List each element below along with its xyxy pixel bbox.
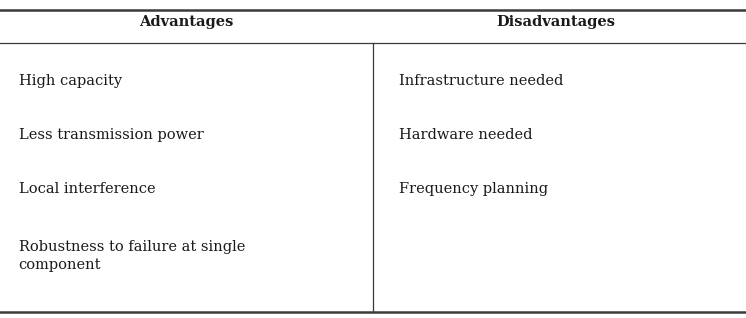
Text: Hardware needed: Hardware needed bbox=[399, 128, 533, 142]
Text: Frequency planning: Frequency planning bbox=[399, 182, 548, 196]
Text: Local interference: Local interference bbox=[19, 182, 155, 196]
Text: Advantages: Advantages bbox=[140, 15, 233, 29]
Text: Less transmission power: Less transmission power bbox=[19, 128, 204, 142]
Text: High capacity: High capacity bbox=[19, 74, 122, 88]
Text: Disadvantages: Disadvantages bbox=[496, 15, 615, 29]
Text: Robustness to failure at single
component: Robustness to failure at single componen… bbox=[19, 240, 245, 272]
Text: Infrastructure needed: Infrastructure needed bbox=[399, 74, 563, 88]
